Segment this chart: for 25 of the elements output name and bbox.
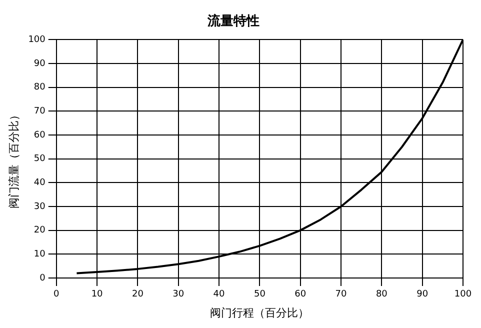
y-tick-label: 30 <box>34 202 46 212</box>
x-tick-label: 60 <box>294 290 306 300</box>
y-tick-label: 70 <box>34 106 46 116</box>
y-tick-label: 80 <box>34 82 46 93</box>
y-tick-label: 90 <box>34 58 46 69</box>
x-tick-label: 50 <box>254 290 266 300</box>
chart-title: 流量特性 <box>206 13 260 30</box>
y-tick-label: 60 <box>34 130 46 140</box>
x-tick-label: 10 <box>91 290 104 300</box>
x-tick-label: 30 <box>172 290 184 300</box>
x-tick-label: 90 <box>416 290 428 300</box>
x-tick-label: 80 <box>376 290 388 300</box>
x-tick-label: 100 <box>454 290 472 300</box>
x-tick-label: 70 <box>335 290 348 300</box>
y-tick-label: 50 <box>34 154 46 164</box>
y-tick-label: 40 <box>34 178 46 188</box>
x-tick-label: 20 <box>132 290 144 300</box>
y-tick-label: 0 <box>40 273 46 284</box>
y-axis-title: 阀门流量（百分比） <box>7 109 20 208</box>
y-tick-label: 20 <box>34 226 46 236</box>
y-tick-label: 10 <box>34 250 46 260</box>
y-tick-label: 100 <box>28 34 46 45</box>
x-axis-title: 阀门行程（百分比） <box>210 306 310 320</box>
x-tick-label: 40 <box>213 290 226 300</box>
x-tick-label: 0 <box>54 290 60 300</box>
